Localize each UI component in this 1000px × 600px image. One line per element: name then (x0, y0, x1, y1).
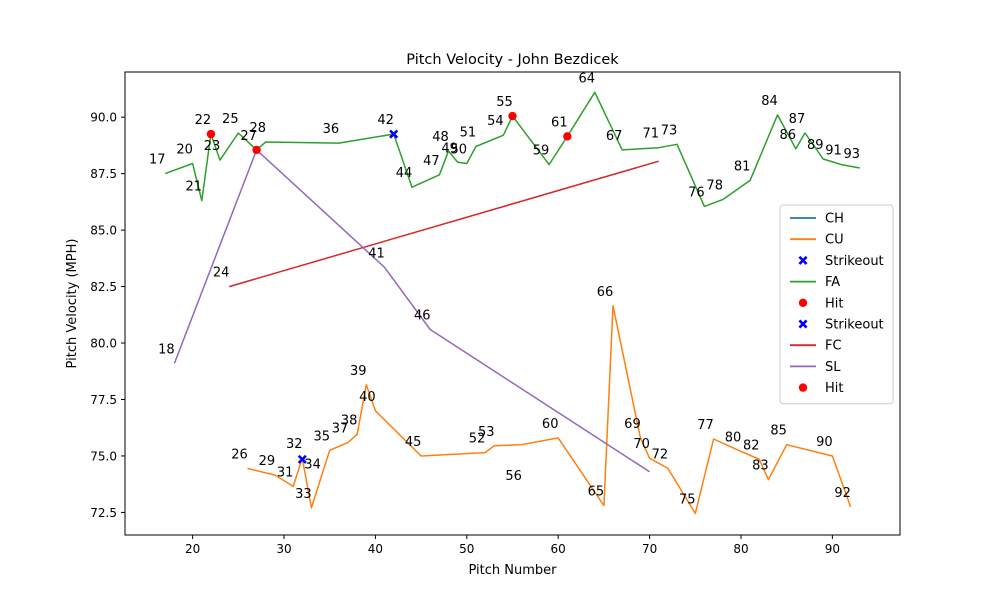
legend-label: Hit (825, 381, 843, 396)
x-tick-label: 30 (276, 542, 291, 556)
pitch-number-label: 50 (451, 142, 468, 157)
pitch-number-label: 66 (597, 285, 614, 300)
pitch-number-label: 87 (789, 112, 806, 127)
pitch-number-label: 83 (752, 459, 769, 474)
pitch-number-label: 44 (396, 166, 413, 181)
pitch-number-label: 20 (176, 142, 193, 157)
pitch-number-label: 24 (213, 266, 230, 281)
x-tick-label: 70 (642, 542, 657, 556)
y-tick-label: 87.5 (90, 167, 117, 181)
hit-marker (563, 132, 571, 140)
pitch-number-label: 29 (259, 454, 276, 469)
pitch-number-label: 54 (487, 114, 504, 129)
x-tick-label: 40 (368, 542, 383, 556)
pitch-number-label: 39 (350, 364, 367, 379)
y-tick-label: 75.0 (90, 449, 117, 463)
pitch-number-label: 22 (195, 113, 212, 128)
pitch-number-label: 31 (277, 465, 294, 480)
x-axis-label: Pitch Number (468, 563, 557, 578)
legend-label: Hit (825, 296, 843, 311)
pitch-number-label: 82 (743, 438, 760, 453)
pitch-number-label: 60 (542, 417, 559, 432)
pitch-number-label: 91 (825, 144, 842, 159)
hit-marker (207, 130, 215, 138)
pitch-number-label: 75 (679, 493, 696, 508)
pitch-number-label: 73 (661, 123, 678, 138)
pitch-number-label: 85 (770, 424, 787, 439)
pitch-number-label: 86 (780, 128, 797, 143)
pitch-number-label: 67 (606, 129, 623, 144)
pitch-number-label: 70 (633, 437, 650, 452)
legend-swatch-hit (799, 299, 807, 307)
pitch-number-label: 26 (231, 447, 248, 462)
legend-label: Strikeout (825, 318, 884, 333)
pitch-number-label: 42 (377, 113, 394, 128)
pitch-number-label: 21 (185, 180, 202, 195)
pitch-number-label: 17 (149, 153, 166, 168)
pitch-number-label: 59 (533, 144, 550, 159)
pitch-number-label: 89 (807, 138, 824, 153)
pitch-number-label: 47 (423, 154, 440, 169)
hit-marker (252, 146, 260, 154)
pitch-number-label: 53 (478, 425, 495, 440)
pitch-number-label: 51 (460, 126, 477, 141)
legend: CH CU Strikeout FA Hit Strikeout FC SL Hit (780, 205, 893, 404)
x-tick-label: 90 (825, 542, 840, 556)
pitch-number-label: 72 (652, 447, 669, 462)
pitch-number-label: 71 (642, 127, 659, 142)
pitch-number-label: 45 (405, 435, 422, 450)
pitch-number-label: 33 (295, 487, 312, 502)
legend-label: CU (825, 233, 844, 248)
y-tick-label: 85.0 (90, 224, 117, 238)
legend-label: Strikeout (825, 254, 884, 269)
pitch-number-label: 46 (414, 308, 431, 323)
pitch-number-label: 61 (551, 115, 568, 130)
pitch-number-label: 92 (834, 486, 851, 501)
pitch-number-label: 28 (249, 121, 266, 136)
pitch-number-label: 90 (816, 435, 833, 450)
pitch-number-label: 18 (158, 342, 175, 357)
pitch-number-label: 80 (725, 430, 742, 445)
pitch-number-label: 55 (496, 95, 513, 110)
pitch-number-label: 23 (204, 139, 221, 154)
y-tick-label: 90.0 (90, 111, 117, 125)
pitch-number-label: 69 (624, 417, 641, 432)
pitch-number-label: 76 (688, 185, 705, 200)
pitch-number-label: 93 (844, 147, 861, 162)
x-tick-label: 80 (733, 542, 748, 556)
pitch-number-label: 64 (578, 71, 595, 86)
y-tick-label: 80.0 (90, 337, 117, 351)
pitch-number-label: 25 (222, 112, 239, 127)
y-tick-label: 82.5 (90, 280, 117, 294)
pitch-number-label: 41 (368, 246, 385, 261)
legend-label: FA (825, 275, 840, 290)
pitch-number-label: 38 (341, 413, 358, 428)
x-tick-label: 50 (459, 542, 474, 556)
x-tick-label: 60 (551, 542, 566, 556)
pitch-number-label: 56 (505, 469, 522, 484)
pitch-number-label: 65 (588, 485, 605, 500)
pitch-number-label: 36 (323, 122, 340, 137)
legend-label: CH (825, 212, 844, 227)
pitch-number-label: 81 (734, 159, 751, 174)
y-tick-label: 72.5 (90, 506, 117, 520)
pitch-number-label: 77 (697, 418, 714, 433)
legend-label: SL (825, 360, 841, 375)
legend-swatch-hit (799, 383, 807, 391)
pitch-number-label: 34 (304, 458, 321, 473)
x-tick-label: 20 (185, 542, 200, 556)
chart-title: Pitch Velocity - John Bezdicek (406, 52, 619, 68)
y-axis-label: Pitch Velocity (MPH) (65, 239, 80, 369)
legend-label: FC (825, 339, 842, 354)
y-tick-label: 77.5 (90, 393, 117, 407)
pitch-number-label: 84 (761, 94, 778, 109)
hit-marker (508, 112, 516, 120)
pitch-number-label: 78 (706, 179, 723, 194)
pitch-number-label: 35 (313, 429, 330, 444)
pitch-number-label: 32 (286, 437, 303, 452)
pitch-number-label: 40 (359, 390, 376, 405)
